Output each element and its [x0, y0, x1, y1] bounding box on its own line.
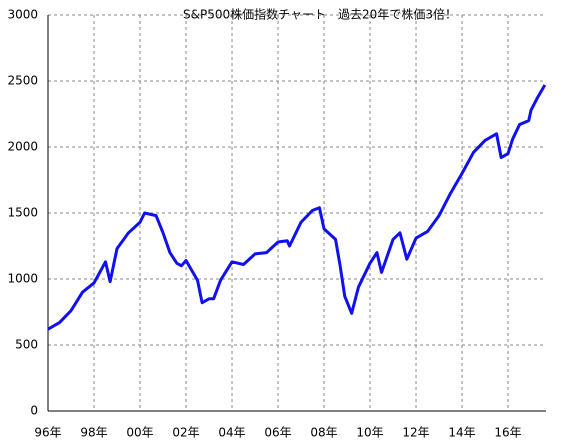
chart-title: S&P500株価指数チャート 過去20年で株価3倍！: [183, 7, 457, 22]
x-tick-label: 10年: [356, 426, 383, 440]
y-tick-label: 1000: [7, 272, 38, 286]
x-tick-label: 12年: [402, 426, 429, 440]
x-tick-label: 02年: [172, 426, 199, 440]
y-tick-label: 2500: [7, 74, 38, 88]
y-tick-label: 500: [15, 338, 38, 352]
x-tick-label: 14年: [448, 426, 475, 440]
x-tick-label: 00年: [126, 426, 153, 440]
x-tick-label: 08年: [310, 426, 337, 440]
y-tick-label: 0: [30, 404, 38, 418]
x-tick-label: 16年: [494, 426, 521, 440]
x-tick-label: 98年: [80, 426, 107, 440]
y-tick-label: 2000: [7, 140, 38, 154]
x-tick-label: 96年: [34, 426, 61, 440]
data-line: [47, 84, 547, 331]
y-tick-label: 1500: [7, 206, 38, 220]
x-tick-label: 04年: [218, 426, 245, 440]
y-tick-label: 3000: [7, 8, 38, 22]
x-tick-label: 06年: [264, 426, 291, 440]
